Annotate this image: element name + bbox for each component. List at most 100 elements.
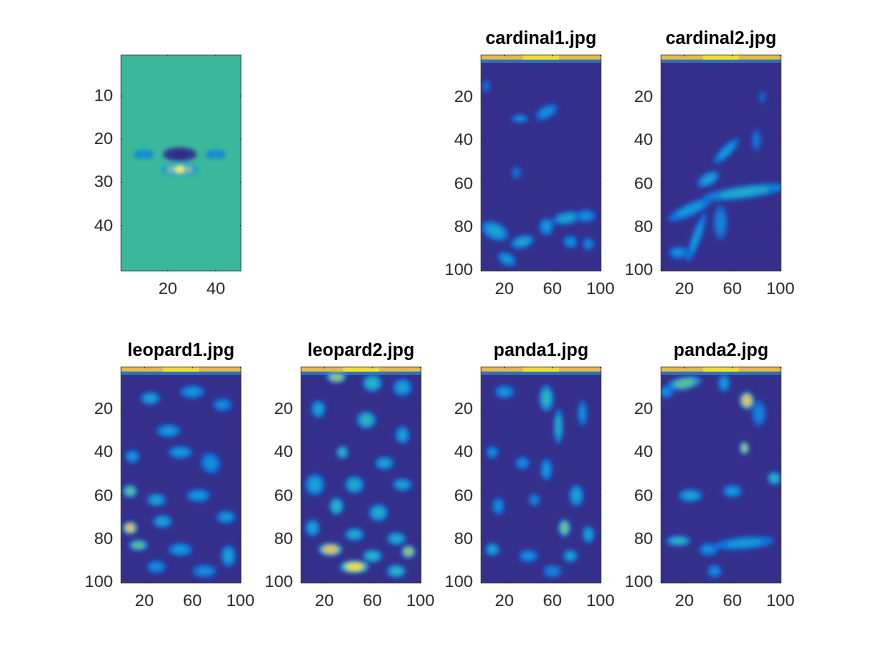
blob-core (484, 82, 489, 91)
ytick-label: 40 (94, 442, 113, 462)
xtick-label: 20 (494, 591, 514, 610)
axes-cardinal2: cardinal2.jpg 20 40 60 80 100 20 60 100 (625, 28, 795, 298)
feature-blobs (134, 147, 226, 177)
blob-core (580, 212, 592, 220)
axes-title: cardinal2.jpg (665, 28, 777, 48)
top-band-highlight (703, 55, 739, 60)
xtick-label: 100 (766, 279, 795, 298)
heatmap-image (660, 366, 782, 584)
image-content (121, 55, 241, 271)
blob-core (672, 248, 685, 257)
blob-core (161, 426, 176, 435)
axes-box (660, 54, 782, 272)
ytick-label: 100 (624, 571, 653, 591)
ytick-label: 40 (454, 442, 473, 462)
blob-core (204, 456, 217, 470)
blob-core (720, 378, 728, 389)
blob-core (138, 151, 150, 157)
blob-core (150, 495, 163, 504)
blob-core (338, 448, 346, 457)
blob-core (760, 93, 765, 102)
ytick-label: 40 (274, 442, 293, 462)
feature-blobs (122, 385, 236, 578)
heatmap-image (660, 54, 782, 272)
blob-core (542, 390, 551, 407)
blob-core (584, 529, 592, 540)
blob-core (572, 489, 581, 502)
blob-core (128, 452, 137, 461)
ytick-label: 80 (274, 528, 293, 548)
blob-core (494, 501, 502, 512)
feature-blobs (481, 79, 596, 267)
blob-core (173, 545, 188, 554)
xtick-label: 100 (766, 591, 795, 610)
image-background (661, 367, 781, 583)
blob-core (518, 459, 527, 468)
xtick-label: 20 (158, 279, 178, 298)
blob-core (156, 517, 169, 526)
xtick-label: 60 (362, 591, 382, 610)
blob-core (390, 567, 403, 576)
axes-box (120, 54, 242, 272)
blob-core (584, 240, 592, 248)
top-band-highlight (523, 367, 559, 372)
xtick-label: 100 (226, 591, 255, 610)
heatmap-image (480, 54, 602, 272)
blob-core (753, 133, 760, 147)
xtick-label: 100 (586, 591, 615, 610)
blob-core (314, 403, 323, 415)
ytick-label: 40 (634, 130, 653, 150)
blob-core (488, 448, 496, 457)
image-content (301, 367, 421, 583)
blob-core (579, 405, 586, 422)
ytick-label: 30 (94, 172, 113, 192)
ytick-label: 100 (444, 259, 473, 279)
top-band-edge (121, 371, 241, 375)
xtick-label: 100 (586, 279, 615, 298)
heatmap-image (120, 54, 242, 272)
blob-core (224, 549, 233, 563)
blob-core (498, 387, 511, 396)
blob-core (332, 501, 341, 512)
feature-blobs (485, 385, 595, 578)
blob-core (542, 221, 551, 232)
blob-core (566, 237, 575, 246)
blob-core (396, 382, 409, 393)
blob-core (220, 513, 232, 522)
blob-core (674, 378, 695, 388)
feature-blobs (305, 370, 416, 578)
xtick-label: 20 (494, 279, 514, 298)
ytick-label: 20 (454, 87, 473, 107)
blob-core (514, 116, 526, 122)
blob-core (555, 416, 562, 437)
blob-core (323, 545, 338, 554)
blob-core (754, 405, 764, 422)
ytick-label: 80 (634, 216, 653, 236)
ytick-label: 80 (634, 528, 653, 548)
ytick-label: 40 (634, 442, 653, 462)
ytick-label: 100 (444, 571, 473, 591)
image-content (661, 367, 781, 583)
xtick-label: 40 (206, 279, 226, 298)
top-band-edge (661, 59, 781, 63)
blob-core (309, 478, 321, 492)
blob-core (671, 537, 686, 545)
axes-box (120, 366, 242, 584)
xtick-label: 60 (542, 279, 562, 298)
axes-title: panda2.jpg (673, 340, 769, 360)
image-content (121, 367, 241, 583)
ytick-label: 80 (94, 528, 113, 548)
blob-core (174, 166, 185, 173)
blob-core (378, 459, 391, 468)
axes-leopard1: leopard1.jpg 20 40 60 80 100 20 60 100 (85, 340, 255, 610)
blob-core (702, 545, 715, 554)
blob-core (513, 168, 520, 177)
blob-core (683, 491, 698, 500)
blob-core (710, 567, 719, 576)
blob-core (144, 394, 157, 403)
blob-core (366, 552, 379, 560)
top-band-highlight (523, 55, 559, 60)
ytick-label: 20 (634, 87, 653, 107)
top-band-highlight (163, 367, 199, 372)
image-content (481, 55, 601, 271)
